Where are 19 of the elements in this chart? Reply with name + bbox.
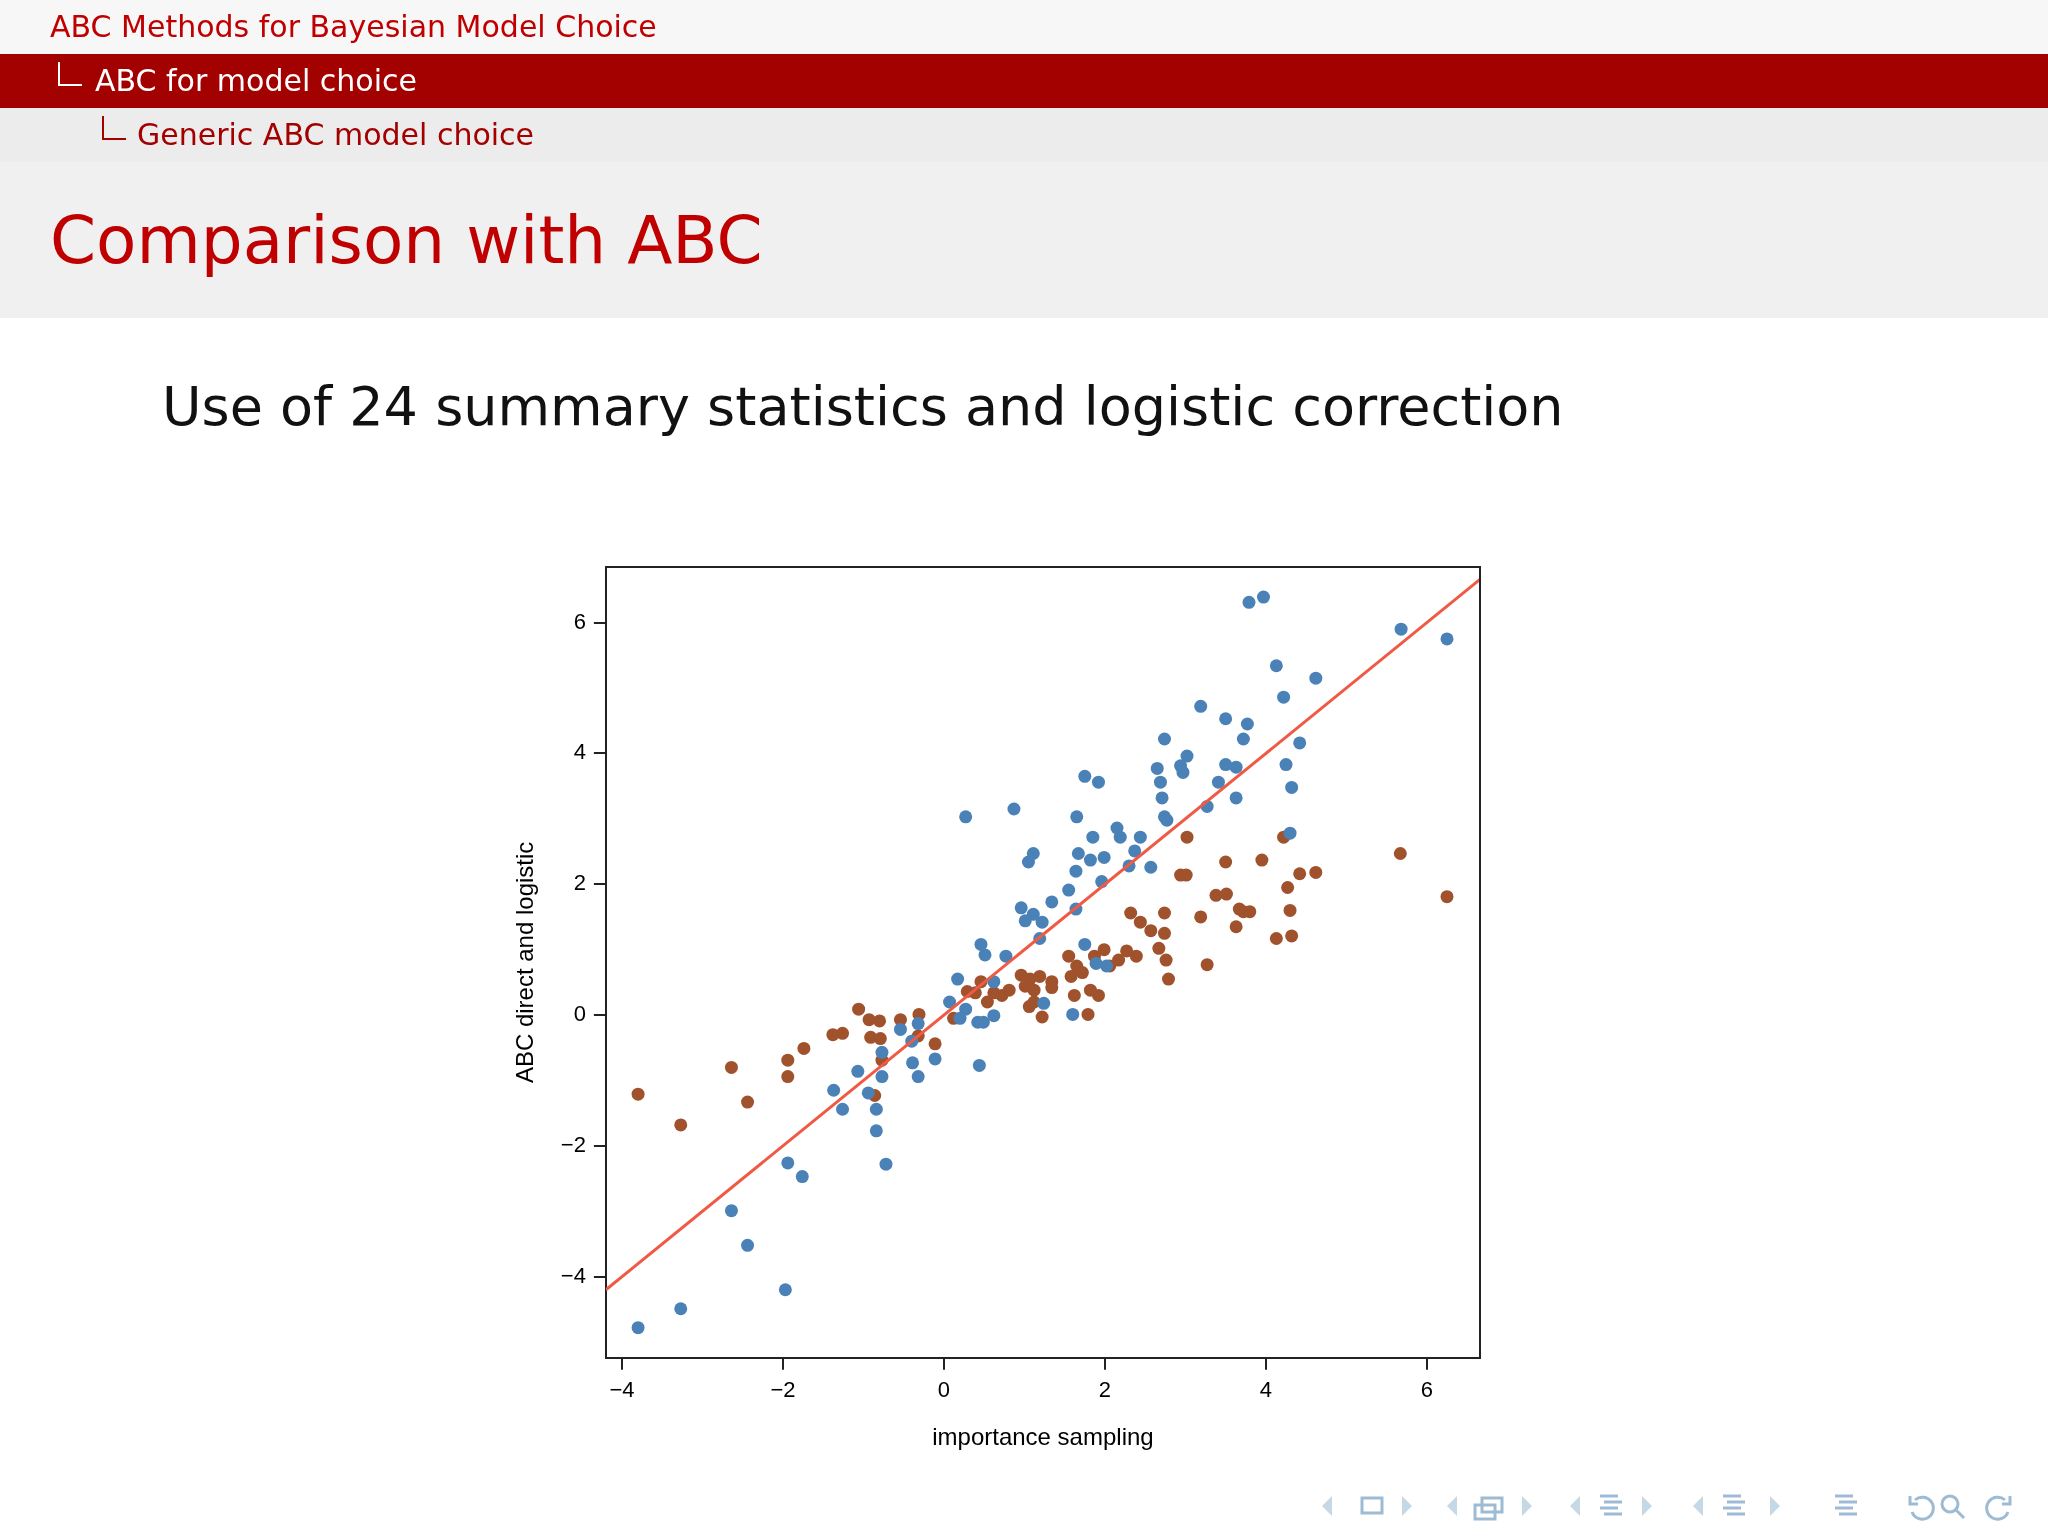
chart-subtitle: Use of 24 summary statistics and logistic correction xyxy=(162,375,1564,438)
text: ABC Methods for Bayesian Model Choice xyxy=(50,9,657,44)
y-tick-label: 6 xyxy=(573,608,586,634)
x-tick-label: 4 xyxy=(1259,1377,1273,1403)
x-tick-label: −4 xyxy=(609,1377,635,1403)
chart-title: Comparison with ABC xyxy=(50,202,763,279)
x-tick-label: −2 xyxy=(770,1377,796,1403)
y-tick-label: 0 xyxy=(573,1001,586,1027)
y-tick-label: −2 xyxy=(560,1131,586,1157)
x-tick-label: 2 xyxy=(1098,1377,1112,1403)
y-axis-title: ABC direct and logistic xyxy=(511,841,539,1084)
x-tick-label: 0 xyxy=(937,1377,951,1403)
x-axis-title: importance sampling xyxy=(932,1423,1154,1451)
text: Generic ABC model choice xyxy=(137,117,535,152)
y-tick-label: 2 xyxy=(573,870,586,896)
text: ABC for model choice xyxy=(95,63,417,98)
y-tick-label: −4 xyxy=(560,1262,586,1288)
x-tick-label: 6 xyxy=(1420,1377,1433,1403)
y-tick-label: 4 xyxy=(573,739,586,765)
